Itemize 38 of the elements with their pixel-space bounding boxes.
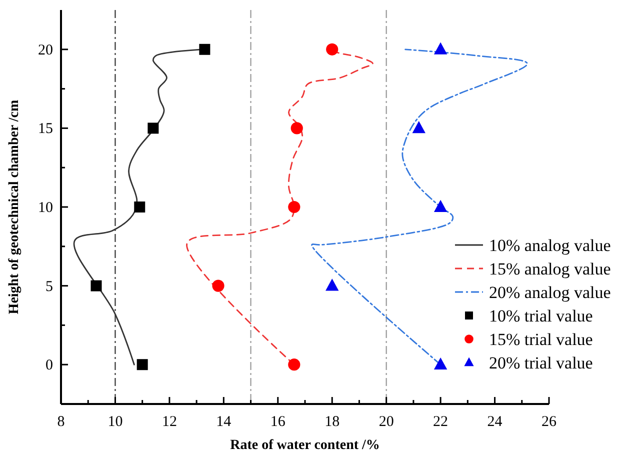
x-axis-title: Rate of water content /% [230, 438, 380, 453]
point [434, 42, 448, 54]
point [290, 122, 303, 134]
point [288, 358, 300, 371]
legend-label: 15% analog value [489, 260, 611, 278]
legend-label: 20% trial value [489, 354, 593, 372]
point [90, 280, 102, 292]
y-tick-label: 5 [46, 278, 53, 295]
y-axis-title: Height of geotechnical chamber /cm [7, 99, 22, 314]
y-tick-label: 0 [46, 358, 53, 374]
point [412, 121, 426, 134]
legend-label: 15% trial value [489, 330, 593, 349]
x-tick-label: 16 [270, 414, 286, 430]
x-tick-label: 8 [57, 414, 65, 430]
y-tick-label: 10 [38, 200, 53, 216]
x-tick-label: 14 [216, 414, 232, 430]
x-tick-label: 10 [108, 414, 123, 430]
x-tick-label: 26 [542, 414, 557, 430]
y-tick-label: 20 [38, 42, 53, 58]
point [288, 200, 300, 214]
x-tick-label: 22 [433, 414, 448, 430]
legend-label: 20% analog value [489, 283, 611, 302]
point [134, 202, 146, 212]
x-tick-label: 20 [378, 414, 394, 430]
point [199, 44, 210, 55]
point [326, 43, 338, 56]
legend-label: 10% trial value [489, 306, 593, 326]
point [434, 200, 448, 212]
legend-label: 10% analog value [489, 236, 611, 255]
y-tick-label: 15 [38, 121, 53, 138]
point [148, 122, 159, 134]
point [434, 357, 448, 370]
x-tick-label: 18 [324, 414, 340, 430]
point [326, 278, 339, 291]
x-tick-label: 24 [487, 414, 503, 430]
point [136, 359, 148, 370]
point [212, 280, 224, 292]
x-tick-label: 12 [162, 414, 177, 430]
